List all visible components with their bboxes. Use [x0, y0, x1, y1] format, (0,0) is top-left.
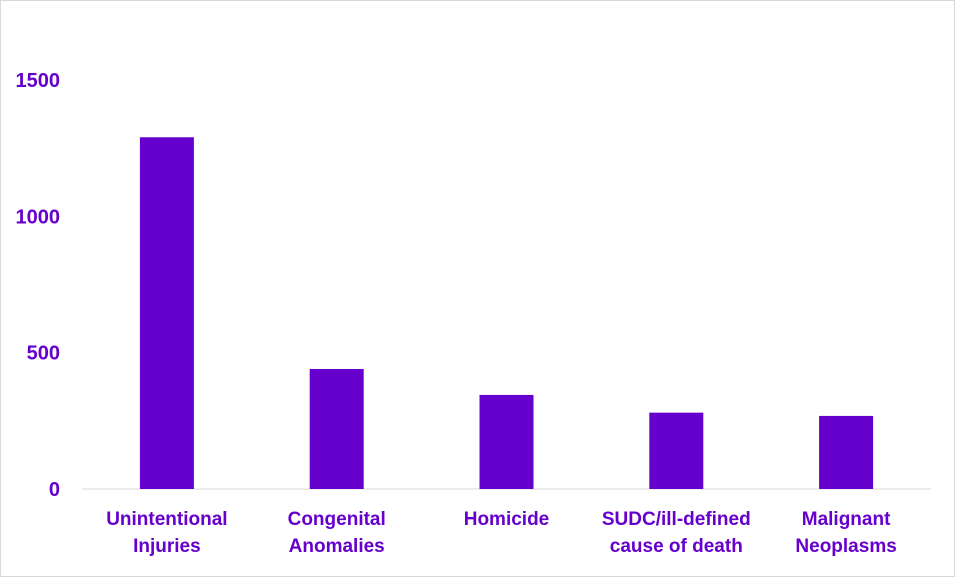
y-axis-ticks: 0 500 1000 1500: [16, 70, 61, 501]
category-label-line: cause of death: [610, 536, 743, 557]
y-tick-label: 500: [27, 343, 60, 365]
category-label-line: Malignant: [802, 509, 891, 530]
y-tick-label: 1000: [16, 206, 61, 228]
category-label-line: Homicide: [464, 509, 550, 530]
bar: [819, 415, 874, 489]
y-tick-label: 0: [49, 479, 60, 501]
category-labels: Unintentional Injuries Congenital Anomalies…: [106, 509, 897, 557]
category-label: Unintentional Injuries: [106, 509, 227, 557]
category-label: Congenital Anomalies: [288, 509, 386, 557]
category-label-line: Congenital: [288, 509, 386, 530]
bar: [139, 137, 194, 489]
category-label-line: Neoplasms: [795, 536, 896, 557]
category-label: Malignant Neoplasms: [795, 509, 896, 557]
bar: [309, 369, 364, 489]
bar: [479, 394, 534, 489]
bar: [649, 412, 704, 489]
bars: [139, 137, 874, 489]
y-tick-label: 1500: [16, 70, 61, 92]
category-label-line: SUDC/ill-defined: [602, 509, 751, 530]
category-label: Homicide: [464, 509, 550, 530]
category-label-line: Injuries: [133, 536, 201, 557]
category-label: SUDC/ill-defined cause of death: [602, 509, 751, 557]
category-label-line: Anomalies: [289, 536, 385, 557]
category-label-line: Unintentional: [106, 509, 227, 530]
